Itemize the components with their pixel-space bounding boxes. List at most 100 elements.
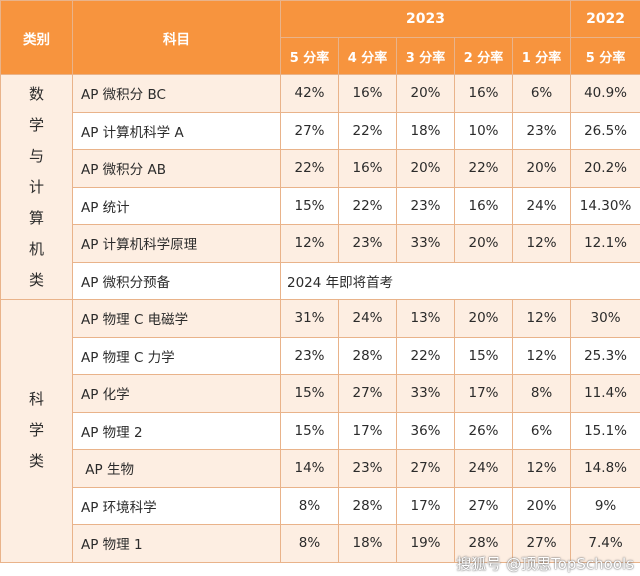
watermark: 搜狐号 @顶思TopSchools	[456, 555, 634, 573]
rate-cell-r1: 6%	[511, 74, 572, 113]
table-row: AP 计算机科学原理 12% 23% 33% 20% 12% 12.1%	[1, 224, 640, 263]
note-cell: 2024 年即将首考	[279, 261, 640, 300]
rate-cell-r4: 28%	[338, 336, 397, 375]
rate-cell-r3: 33%	[396, 224, 455, 263]
subject-cell: AP 物理 C 电磁学	[72, 299, 281, 338]
rate-cell-r1: 24%	[511, 186, 572, 225]
rate-cell-r2: 16%	[454, 186, 513, 225]
header-category: 类别	[0, 0, 73, 75]
rate-cell-r5: 15%	[280, 411, 339, 450]
rate-cell-r5: 23%	[280, 336, 339, 375]
table-row: AP 物理 C 力学 23% 28% 22% 15% 12% 25.3%	[1, 336, 640, 375]
rate-cell-r3: 18%	[396, 111, 455, 150]
rate-cell-r2: 15%	[454, 336, 513, 375]
ap-score-table: 类别 科目 2023 2022 5 分率 4 分率 3 分率 2 分率 1 分率…	[0, 0, 640, 563]
subject-cell: AP 物理 C 力学	[72, 336, 281, 375]
rate-cell-r5: 15%	[280, 374, 339, 413]
header-rate-4: 4 分率	[338, 37, 397, 75]
rate-cell-r5: 27%	[280, 111, 339, 150]
rate-cell-p5-2022: 14.30%	[570, 186, 640, 225]
subject-cell: AP 微积分 AB	[72, 149, 281, 188]
rate-cell-p5-2022: 15.1%	[570, 411, 640, 450]
rate-cell-r5: 42%	[280, 74, 339, 113]
rate-cell-r3: 13%	[396, 299, 455, 338]
header-year-2023: 2023	[279, 0, 572, 38]
rate-cell-p5-2022: 11.4%	[570, 374, 640, 413]
subject-cell: AP 统计	[72, 186, 281, 225]
rate-cell-r4: 24%	[338, 299, 397, 338]
rate-cell-r1: 27%	[511, 524, 572, 563]
rate-cell-p5-2022: 30%	[570, 299, 640, 338]
table-row: AP 物理 2 15% 17% 36% 26% 6% 15.1%	[1, 411, 640, 450]
rate-cell-r1: 12%	[511, 224, 572, 263]
rate-cell-r1: 12%	[511, 449, 572, 488]
rate-cell-p5-2022: 40.9%	[570, 74, 640, 113]
rate-cell-r1: 12%	[511, 299, 572, 338]
table-row: 科 学 类 AP 物理 C 电磁学 31% 24% 13% 20% 12% 30%	[0, 299, 640, 563]
rate-cell-r2: 26%	[454, 411, 513, 450]
table-row: 数 学 与 计 算 机 类 AP 微积分 BC 42% 16% 20% 16% 6% 40.9…	[0, 74, 640, 300]
rate-cell-r4: 23%	[338, 224, 397, 263]
category-cell: 数 学 与 计 算 机 类	[0, 74, 73, 300]
rate-cell-r4: 23%	[338, 449, 397, 488]
rate-cell-r4: 18%	[338, 524, 397, 563]
rate-cell-r5: 15%	[280, 186, 339, 225]
rate-cell-r3: 19%	[396, 524, 455, 563]
header-subject: 科目	[72, 0, 281, 75]
header-rate-5-2022: 5 分率	[570, 37, 640, 75]
rate-cell-p5-2022: 20.2%	[570, 149, 640, 188]
table-body: 数 学 与 计 算 机 类 AP 微积分 BC 42% 16% 20% 16% 6% 40.9…	[0, 74, 640, 563]
subject-cell: AP 物理 2	[72, 411, 281, 450]
rate-cell-r3: 22%	[396, 336, 455, 375]
rate-cell-r4: 22%	[338, 111, 397, 150]
table-row: AP 微积分预备 2024 年即将首考	[1, 261, 640, 300]
subject-cell: AP 计算机科学 A	[72, 111, 281, 150]
table-row: AP 物理 1 8% 18% 19% 28% 27% 7.4%	[1, 524, 640, 563]
subject-cell: AP 化学	[72, 374, 281, 413]
rate-cell-r4: 27%	[338, 374, 397, 413]
rate-cell-r2: 16%	[454, 74, 513, 113]
rate-cell-p5-2022: 14.8%	[570, 449, 640, 488]
table-row: AP 生物 14% 23% 27% 24% 12% 14.8%	[1, 449, 640, 488]
rate-cell-r2: 20%	[454, 224, 513, 263]
rate-cell-r2: 20%	[454, 299, 513, 338]
rate-cell-r5: 12%	[280, 224, 339, 263]
rate-cell-r2: 10%	[454, 111, 513, 150]
header-rate-1: 1 分率	[511, 37, 572, 75]
subject-cell: AP 物理 1	[72, 524, 281, 563]
rate-cell-r2: 27%	[454, 486, 513, 525]
subject-cell: AP 微积分 BC	[72, 74, 281, 113]
subject-cell: AP 环境科学	[72, 486, 281, 525]
subject-cell: AP 计算机科学原理	[72, 224, 281, 263]
rate-cell-r5: 31%	[280, 299, 339, 338]
rate-cell-r4: 16%	[338, 149, 397, 188]
rate-cell-r4: 22%	[338, 186, 397, 225]
rate-cell-r5: 22%	[280, 149, 339, 188]
rate-cell-r3: 20%	[396, 149, 455, 188]
rate-cell-r3: 33%	[396, 374, 455, 413]
rate-cell-p5-2022: 25.3%	[570, 336, 640, 375]
rate-cell-r4: 17%	[338, 411, 397, 450]
header-rate-2: 2 分率	[454, 37, 513, 75]
rate-cell-r5: 14%	[280, 449, 339, 488]
rate-cell-p5-2022: 9%	[570, 486, 640, 525]
rate-cell-r1: 12%	[511, 336, 572, 375]
subject-cell: AP 生物	[72, 449, 281, 488]
rate-cell-r1: 23%	[511, 111, 572, 150]
rate-cell-r5: 8%	[280, 524, 339, 563]
rate-cell-r5: 8%	[280, 486, 339, 525]
rate-cell-r1: 20%	[511, 149, 572, 188]
table-row: AP 统计 15% 22% 23% 16% 24% 14.30%	[1, 186, 640, 225]
rate-cell-r1: 20%	[511, 486, 572, 525]
table-row: AP 微积分 AB 22% 16% 20% 22% 20% 20.2%	[1, 149, 640, 188]
rate-cell-p5-2022: 12.1%	[570, 224, 640, 263]
table-header: 类别 科目 2023 2022 5 分率 4 分率 3 分率 2 分率 1 分率…	[0, 0, 640, 75]
table-row: AP 环境科学 8% 28% 17% 27% 20% 9%	[1, 486, 640, 525]
table-row: AP 化学 15% 27% 33% 17% 8% 11.4%	[1, 374, 640, 413]
rate-cell-r3: 23%	[396, 186, 455, 225]
rate-cell-r1: 8%	[511, 374, 572, 413]
rate-cell-p5-2022: 26.5%	[570, 111, 640, 150]
header-rate-5: 5 分率	[280, 37, 339, 75]
table-row: AP 计算机科学 A 27% 22% 18% 10% 23% 26.5%	[1, 111, 640, 150]
